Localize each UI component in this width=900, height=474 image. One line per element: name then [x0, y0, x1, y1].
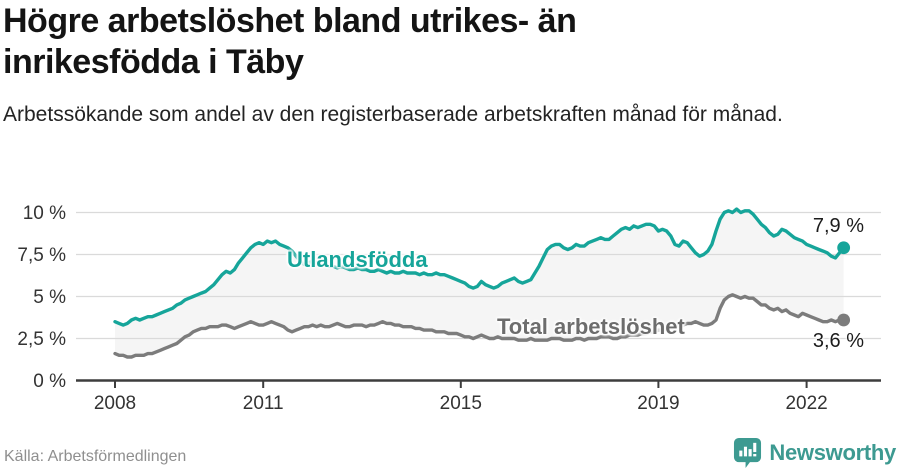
y-tick-label: 5 %	[33, 287, 66, 308]
x-tick-label: 2022	[785, 393, 827, 414]
end-value-label-utlandsfodda: 7,9 %	[812, 215, 864, 237]
x-tick-label: 2011	[243, 393, 284, 414]
x-tick-label: 2019	[637, 393, 679, 414]
y-tick-label: 0 %	[33, 371, 66, 392]
series-label-utlandsfodda: Utlandsfödda	[287, 247, 428, 272]
page-subtitle: Arbetssökande som andel av den registerb…	[3, 103, 783, 126]
newsworthy-logo: Newsworthy	[733, 437, 896, 469]
y-tick-label: 7,5 %	[17, 245, 66, 266]
series-label-total: Total arbetslöshet	[497, 314, 685, 339]
series-end-dot-utlandsfodda	[837, 241, 851, 255]
source-note: Källa: Arbetsförmedlingen	[4, 448, 187, 465]
y-tick-label: 2,5 %	[17, 329, 66, 350]
series-end-dot-total	[837, 313, 851, 327]
series-band-fill	[115, 209, 844, 357]
end-value-label-total: 3,6 %	[812, 330, 864, 352]
series-line-total	[113, 293, 846, 359]
series-line-utlandsfodda	[113, 207, 846, 327]
page-title: Högre arbetslöshet bland utrikes- än inr…	[3, 2, 577, 81]
bar-chart-speech-bubble-icon	[734, 438, 762, 468]
y-tick-label: 10 %	[23, 203, 66, 224]
x-tick-label: 2015	[440, 393, 482, 414]
x-tick-label: 2008	[94, 393, 136, 414]
newsworthy-wordmark: Newsworthy	[769, 440, 896, 465]
